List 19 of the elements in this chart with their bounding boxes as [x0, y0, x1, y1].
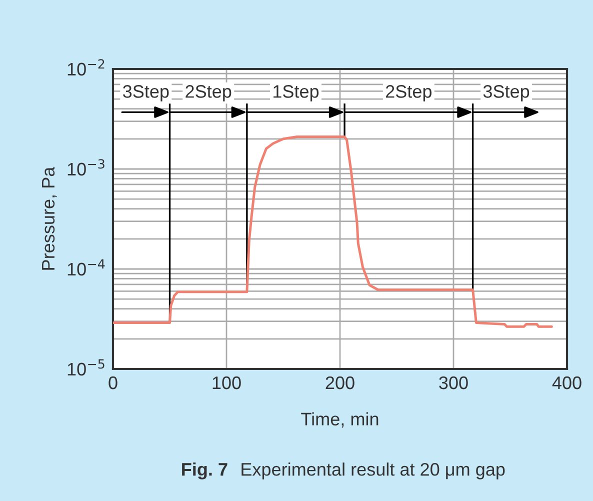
y-tick-label: 10$^{−4}$: [68, 259, 105, 276]
x-tick-label: 400: [552, 376, 582, 390]
x-tick-label: 100: [212, 376, 241, 390]
line-series: [113, 136, 553, 328]
annotation: 3Step: [123, 85, 169, 102]
text: Experimental result at 20 μm gap: [242, 462, 505, 480]
x-axis-title: Time, min: [301, 412, 378, 428]
y-tick-label: 10$^{−3}$: [68, 159, 104, 176]
y-axis-title: Pressure, Pa: [42, 166, 57, 270]
annotation: 1Step: [274, 85, 319, 102]
x-tick-label: 200: [326, 376, 354, 390]
text: Fig. 7: [182, 462, 228, 480]
annotation: 3Step: [483, 85, 530, 102]
annotation: 2Step: [186, 85, 232, 102]
x-tick-label: 0: [108, 376, 118, 390]
y-tick-label: 10$^{−5}$: [68, 359, 104, 376]
annotation: 2Step: [386, 85, 432, 102]
x-tick-label: 300: [439, 376, 468, 390]
y-tick-label: 10$^{−2}$: [68, 59, 104, 76]
